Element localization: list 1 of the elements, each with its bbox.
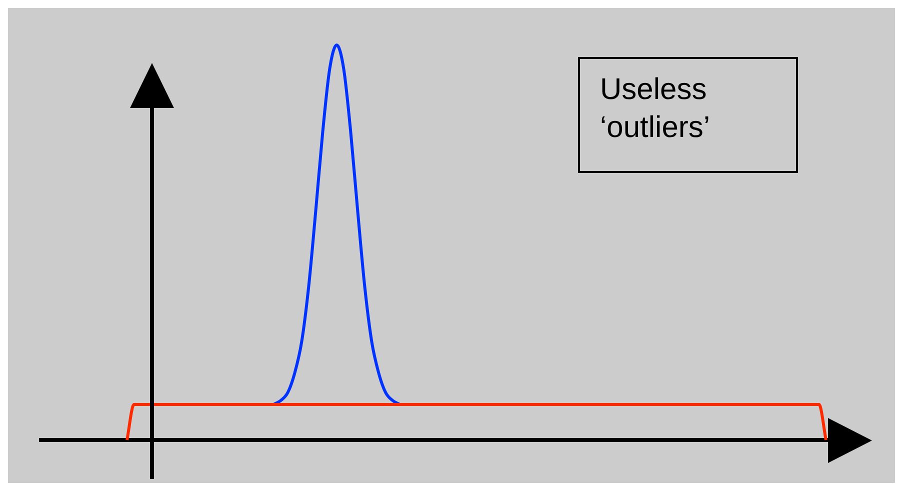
annotation: Useless ‘outliers’ [578, 57, 798, 173]
